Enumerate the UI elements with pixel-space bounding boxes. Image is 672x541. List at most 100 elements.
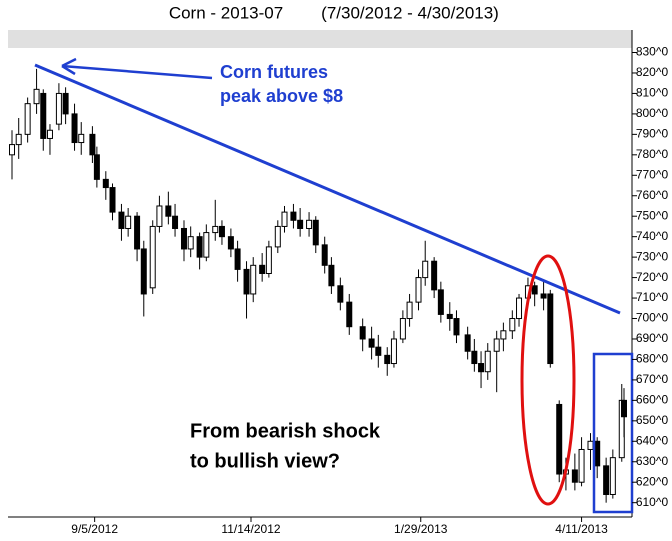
candle-body (337, 285, 344, 303)
candle-body (55, 92, 62, 125)
annotation: to bullish view? (190, 450, 340, 472)
candle-body (484, 350, 491, 373)
candle-body (446, 313, 453, 320)
candle-body (33, 88, 40, 105)
candle-body (243, 268, 250, 295)
y-tick-label: 760^0 (636, 188, 669, 202)
candle-body (493, 338, 500, 352)
candle-body (149, 225, 156, 289)
y-tick-label: 810^0 (636, 86, 669, 100)
candle-body (478, 363, 485, 373)
candle-body (406, 301, 413, 320)
candle-body (265, 246, 272, 274)
candle-body (234, 248, 241, 270)
candle-body (431, 260, 438, 291)
x-tick-label: 4/11/2013 (555, 522, 608, 536)
candle-body (587, 440, 594, 450)
candle-body (15, 133, 22, 146)
candle-body (227, 236, 234, 250)
candle-body (415, 277, 422, 303)
candle-body (437, 289, 444, 315)
y-tick-label: 710^0 (636, 290, 669, 304)
candle-body (368, 338, 375, 348)
candle-body (346, 301, 353, 328)
y-tick-label: 720^0 (636, 270, 669, 284)
y-tick-label: 830^0 (636, 45, 669, 59)
y-tick-label: 740^0 (636, 229, 669, 243)
y-tick-label: 620^0 (636, 474, 669, 488)
y-tick-label: 660^0 (636, 393, 669, 407)
candle-body (531, 285, 538, 295)
candle-body (509, 318, 516, 332)
candle-body (212, 225, 219, 234)
candle-body (306, 219, 313, 229)
y-tick-label: 680^0 (636, 352, 669, 366)
candle-body (297, 219, 304, 229)
candle-body (390, 338, 397, 365)
candle-body (609, 457, 616, 495)
candle-body (259, 264, 266, 274)
candle-body (9, 144, 15, 156)
candle-body (500, 330, 507, 340)
candle-body (89, 133, 96, 156)
y-tick-label: 780^0 (636, 147, 669, 161)
candle-body (556, 403, 563, 475)
y-tick-label: 640^0 (636, 433, 669, 447)
candle-body (203, 232, 210, 258)
candle-body (187, 236, 194, 250)
candle-body (516, 297, 523, 320)
candle-body (384, 354, 391, 365)
candle-body (180, 227, 187, 250)
candle-body (274, 225, 281, 248)
candle-body (109, 187, 116, 213)
y-tick-label: 790^0 (636, 127, 669, 141)
x-tick-label: 1/29/2013 (394, 522, 448, 536)
trend-line (34, 63, 621, 315)
candle-body (312, 219, 319, 246)
y-tick-label: 700^0 (636, 311, 669, 325)
y-tick-label: 800^0 (636, 106, 669, 120)
candle-body (40, 92, 47, 139)
y-tick-label: 610^0 (636, 495, 669, 509)
candle-body (399, 318, 406, 340)
candle-body (78, 133, 85, 144)
candle-body (422, 260, 429, 279)
candle-body (571, 469, 578, 483)
candle-body (118, 211, 125, 229)
x-tick-label: 9/5/2012 (71, 522, 118, 536)
candle-body (140, 248, 147, 295)
candle-body (62, 92, 69, 115)
chart-title: Corn - 2013-07 (169, 3, 283, 22)
candle-body (165, 205, 172, 217)
y-tick-label: 650^0 (636, 413, 669, 427)
candle-body (156, 205, 163, 227)
highlight-box (592, 352, 634, 514)
candle-body (464, 334, 471, 352)
candle-body (24, 103, 31, 135)
arrow-head (61, 57, 77, 76)
y-tick-label: 670^0 (636, 372, 669, 386)
candle-body (359, 326, 366, 340)
candle-body (281, 211, 288, 227)
candle-body (578, 448, 585, 483)
y-tick-label: 630^0 (636, 454, 669, 468)
y-tick-label: 690^0 (636, 331, 669, 345)
candle-body (453, 318, 460, 336)
candle-body (172, 215, 179, 229)
candle-body (321, 244, 328, 266)
x-tick-label: 11/14/2012 (221, 522, 280, 536)
y-tick-label: 730^0 (636, 249, 669, 263)
annotation: peak above $8 (220, 86, 343, 106)
header-band (8, 30, 632, 48)
y-tick-label: 820^0 (636, 65, 669, 79)
annotation: Corn futures (220, 62, 328, 82)
candles (9, 68, 627, 503)
candle-body (603, 465, 610, 495)
candle-body (71, 113, 78, 144)
candle-body (547, 293, 554, 365)
y-tick-label: 750^0 (636, 208, 669, 222)
chart-subtitle: (7/30/2012 - 4/30/2013) (321, 3, 499, 22)
candle-body (125, 215, 132, 229)
candle-body (540, 293, 547, 299)
candle-body (375, 346, 382, 356)
